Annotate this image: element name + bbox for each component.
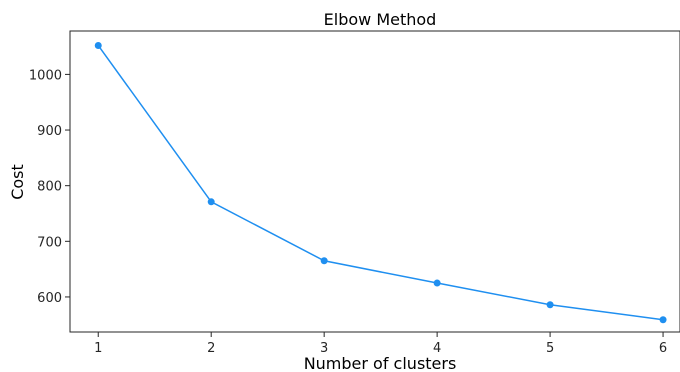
data-point-3 bbox=[320, 257, 328, 265]
series-points bbox=[94, 41, 667, 324]
x-tick-label-4: 4 bbox=[433, 341, 441, 356]
x-tick-label-6: 6 bbox=[659, 341, 667, 356]
data-point-6 bbox=[659, 316, 667, 324]
y-tick-label-700: 700 bbox=[37, 235, 62, 250]
chart-title: Elbow Method bbox=[324, 10, 437, 29]
data-point-1 bbox=[94, 41, 102, 49]
y-tick-label-1000: 1000 bbox=[29, 68, 62, 83]
x-tick-label-1: 1 bbox=[94, 341, 102, 356]
series-line bbox=[97, 45, 664, 321]
y-tick-label-900: 900 bbox=[37, 124, 62, 139]
plot-frame bbox=[69, 30, 680, 333]
y-axis-label: Cost bbox=[8, 164, 27, 200]
data-point-4 bbox=[433, 279, 441, 287]
x-axis: 1 2 3 4 5 6 bbox=[94, 332, 667, 356]
x-tick-label-2: 2 bbox=[207, 341, 215, 356]
y-axis: 600 700 800 900 1000 bbox=[29, 68, 70, 306]
x-tick-label-5: 5 bbox=[546, 341, 554, 356]
y-tick-label-600: 600 bbox=[37, 291, 62, 306]
x-axis-label: Number of clusters bbox=[304, 354, 457, 372]
y-tick-label-800: 800 bbox=[37, 180, 62, 195]
x-tick-label-3: 3 bbox=[320, 341, 328, 356]
data-point-5 bbox=[546, 301, 554, 309]
data-point-2 bbox=[207, 198, 215, 206]
